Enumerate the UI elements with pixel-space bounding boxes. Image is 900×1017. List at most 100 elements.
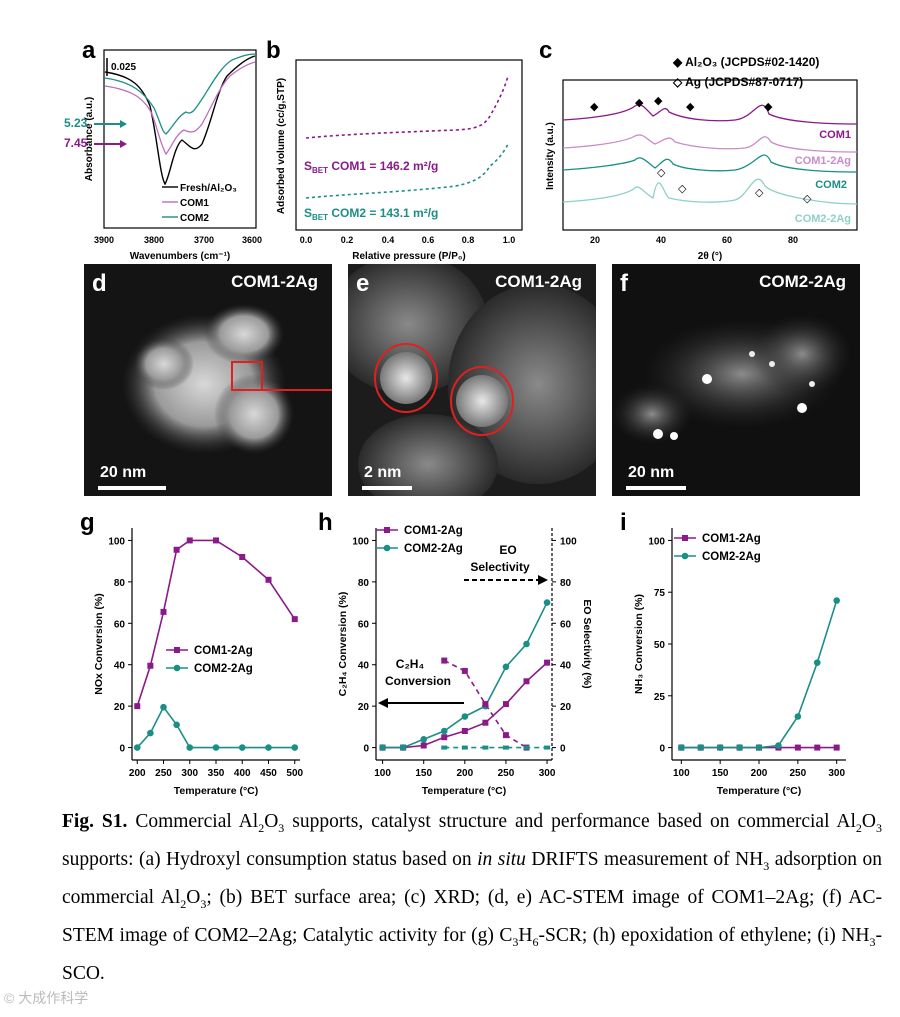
data-point-com2-2ag: [238, 744, 246, 751]
legend-label: COM2-2Ag: [702, 551, 761, 563]
bet-com2: SBET COM2 = 143.1 m²/g: [304, 206, 438, 222]
x-tick-label: 200: [751, 768, 768, 779]
y2-tick-label: 60: [560, 619, 572, 630]
legend-label: COM1-2Ag: [404, 525, 463, 537]
peak-marker: ◆: [654, 95, 663, 107]
x-tick-label: 100: [673, 768, 690, 779]
chart-g-nox: g 200 250 300 350 400 450 500 0 20 40 60 80 100 Temper…: [80, 509, 304, 797]
data-point-com1-2ag: [833, 744, 840, 751]
y-axis-label: NOx Conversion (%): [93, 593, 105, 695]
c-xtick-2: 40: [656, 235, 666, 245]
panel-d-name: COM1-2Ag: [231, 272, 318, 291]
peak-marker: ◆: [764, 101, 773, 113]
xrd-com1: [562, 104, 858, 125]
legend-marker: [174, 647, 180, 653]
x-tick-label: 200: [129, 768, 146, 779]
data-point-com2-2ag: [379, 744, 386, 751]
b-xlabel: Relative pressure (P/P₀): [352, 251, 465, 262]
isotherm-com1: [305, 75, 509, 139]
b-xtick-5: 0.8: [462, 235, 475, 245]
eo-annotation: EO: [499, 543, 516, 557]
y-tick-label: 20: [114, 702, 126, 713]
panel-e-scalebar: [362, 486, 412, 490]
data-point-com1-2ag: [173, 546, 180, 553]
panel-f-label: f: [620, 270, 628, 297]
panel-c-frame: [562, 79, 858, 231]
c-legend-al2o3: ◆ Al₂O₃ (JCPDS#02-1420): [672, 55, 819, 69]
data-point-com1-2ag: [147, 662, 154, 669]
y-tick-label: 50: [654, 640, 666, 651]
caption-sub: 2: [855, 820, 862, 835]
b-xtick-6: 1.0: [503, 235, 516, 245]
selectivity-point-com1-2ag: [461, 667, 468, 674]
panel-c-label: c: [539, 37, 552, 64]
caption-text: O: [861, 811, 876, 832]
panel-d-scalebar-label: 20 nm: [100, 464, 147, 481]
a-xtick-3: 3700: [194, 235, 214, 245]
ann-745: 7.45: [64, 136, 88, 150]
panel-label: i: [620, 509, 627, 536]
zoom-box: [231, 361, 263, 391]
y-tick-label: 0: [119, 744, 125, 755]
c-xtick-1: 20: [590, 235, 600, 245]
y-tick-label: 0: [363, 744, 369, 755]
a-xlabel: Wavenumbers (cm⁻¹): [130, 251, 230, 262]
c-xtick-3: 60: [722, 235, 732, 245]
y2-tick-label: 40: [560, 661, 572, 672]
y2-tick-label: 80: [560, 578, 572, 589]
peak-marker: ◆: [635, 97, 644, 109]
caption-text: DRIFTS measurement of NH: [525, 848, 764, 870]
b-xtick-2: 0.2: [341, 235, 354, 245]
data-point-com1-2ag: [420, 742, 427, 749]
x-tick-label: 300: [539, 768, 556, 779]
panel-f-name: COM2-2Ag: [759, 272, 846, 291]
data-point-com2-2ag: [420, 735, 428, 743]
caption-italic: in situ: [477, 848, 526, 870]
y-tick-label: 25: [654, 692, 666, 703]
x-tick-label: 100: [374, 768, 391, 779]
y-tick-label: 40: [114, 661, 126, 672]
ann-745-arrowhead: [120, 140, 127, 148]
eo-arrowhead: [538, 575, 548, 585]
caption-sub: 3: [512, 934, 519, 949]
panel-d-stem: d COM1-2Ag 20 nm: [84, 264, 332, 496]
b-xtick-1: 0.0: [300, 235, 313, 245]
selectivity-point-com2-2ag: [441, 745, 448, 750]
b-xtick-3: 0.4: [382, 235, 395, 245]
xrd-com1-2ag: [562, 134, 858, 153]
panel-a-frame: [103, 49, 257, 229]
selectivity-point-com2-2ag: [482, 745, 489, 750]
caption-text: supports: (a) Hydroxyl consumption statu…: [62, 848, 478, 870]
data-point-com2-2ag: [265, 744, 272, 751]
panel-f-stem: f COM2-2Ag 20 nm: [612, 264, 860, 496]
x-tick-label: 250: [155, 768, 172, 779]
data-point-com1-2ag: [291, 616, 298, 623]
legend-marker: [173, 664, 181, 672]
data-point-com2-2ag: [133, 744, 141, 751]
selectivity-point-com1-2ag: [502, 732, 509, 739]
x-tick-label: 200: [456, 768, 473, 779]
data-point-com1-2ag: [186, 537, 193, 544]
data-point-com2-2ag: [813, 659, 821, 666]
a-ylabel: Absorbance (a.u.): [84, 97, 95, 181]
ag-peak-marker: ◇: [803, 193, 812, 205]
ann-523-arrowhead: [120, 120, 127, 128]
data-point-com2-2ag: [833, 597, 840, 604]
a-xtick-4: 3600: [242, 235, 262, 245]
y2-tick-label: 100: [560, 536, 577, 547]
legend-fresh: Fresh/Al₂O₃: [180, 183, 237, 194]
trace-com2: [104, 53, 256, 135]
c-trace-label-com1: COM1: [819, 129, 851, 141]
scale-label: 0.025: [111, 62, 136, 73]
panel-f-scalebar-label: 20 nm: [628, 464, 675, 481]
c-xlabel: 2θ (°): [698, 251, 722, 262]
panel-label: g: [80, 509, 95, 536]
stem-f-image: [612, 314, 852, 444]
stem-d-image: [122, 304, 332, 454]
data-point-com1-2ag: [544, 659, 551, 666]
data-point-com2-2ag: [697, 744, 705, 751]
data-point-com2-2ag: [543, 599, 551, 606]
y-tick-label: 100: [648, 536, 665, 547]
x-tick-label: 150: [415, 768, 432, 779]
panel-a-drifts: a 0.025 5.23 7.45 Fresh/Al₂O₃ COM1 COM2 …: [64, 37, 262, 262]
